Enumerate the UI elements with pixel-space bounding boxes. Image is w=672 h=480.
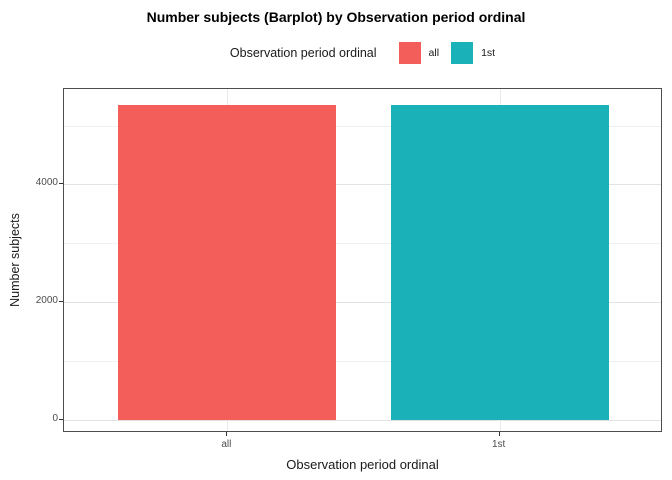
- y-gridline-minor: [64, 243, 661, 245]
- plot-panel: [63, 88, 662, 432]
- legend-label-all: all: [428, 47, 440, 59]
- legend-title: Observation period ordinal: [229, 46, 377, 60]
- y-tick: [59, 183, 63, 185]
- x-tick-label: 1st: [491, 439, 506, 450]
- y-tick-label: 0: [52, 412, 58, 424]
- y-axis-title: Number subjects: [8, 213, 22, 307]
- legend: Observation period ordinal all 1st: [63, 41, 662, 65]
- y-gridline-minor: [64, 125, 661, 127]
- y-tick-label: 2000: [35, 295, 58, 307]
- y-gridline-major: [64, 302, 661, 304]
- x-tick: [226, 432, 228, 436]
- legend-entry-all: all: [398, 42, 440, 64]
- legend-key-all-swatch: [398, 42, 421, 64]
- x-axis-title: Observation period ordinal: [286, 457, 439, 472]
- x-tick-label: all: [221, 439, 232, 450]
- legend-entry-1st: 1st: [451, 42, 495, 64]
- x-tick: [498, 432, 500, 436]
- y-tick: [59, 301, 63, 303]
- bar-all: [118, 105, 337, 420]
- y-tick: [59, 418, 63, 420]
- y-gridline-major: [64, 419, 661, 421]
- chart-title: Number subjects (Barplot) by Observation…: [146, 9, 526, 25]
- legend-key-1st-swatch: [451, 42, 474, 64]
- y-gridline-major: [64, 184, 661, 186]
- legend-label-1st: 1st: [481, 47, 496, 59]
- y-tick-label: 4000: [35, 177, 58, 189]
- bar-1st: [390, 105, 609, 420]
- y-gridline-minor: [64, 361, 661, 363]
